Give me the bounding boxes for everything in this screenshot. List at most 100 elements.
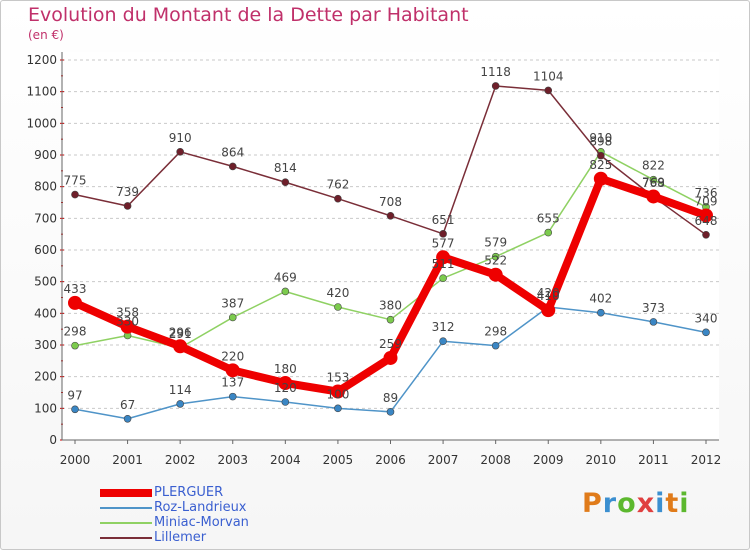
- data-point-roz-landrieux: [281, 398, 290, 406]
- data-point-lillemer: [176, 148, 184, 156]
- data-point-plerguer: [699, 208, 713, 223]
- legend-swatch: [100, 507, 152, 509]
- legend-label: Roz-Landrieux: [154, 500, 247, 515]
- data-label-miniac-morvan: 387: [221, 296, 244, 310]
- data-label-roz-landrieux: 67: [120, 398, 135, 412]
- data-label-lillemer: 708: [379, 195, 402, 209]
- data-label-lillemer: 910: [169, 131, 192, 145]
- data-point-roz-landrieux: [491, 341, 500, 350]
- data-point-lillemer: [334, 194, 342, 203]
- plot-area: [62, 52, 719, 440]
- data-label-lillemer: 775: [64, 174, 87, 188]
- data-point-roz-landrieux: [702, 328, 710, 337]
- legend-swatch: [100, 489, 152, 497]
- legend-swatch: [100, 522, 152, 524]
- y-tick-label: 800: [34, 180, 57, 194]
- logo-letter: P: [582, 488, 603, 519]
- data-point-lillemer: [281, 178, 290, 187]
- data-label-roz-landrieux: 137: [221, 376, 244, 390]
- data-point-lillemer: [71, 190, 79, 199]
- data-point-miniac-morvan: [544, 228, 553, 237]
- data-label-lillemer: 1118: [480, 65, 511, 79]
- logo-letter: t: [665, 488, 680, 519]
- y-tick-label: 200: [34, 370, 57, 384]
- data-label-roz-landrieux: 340: [695, 311, 718, 325]
- x-tick-label: 2003: [217, 453, 248, 467]
- x-tick-label: 2000: [60, 453, 91, 467]
- y-tick-label: 900: [34, 148, 57, 162]
- data-label-roz-landrieux: 100: [326, 387, 349, 401]
- data-label-miniac-morvan: 910: [589, 131, 612, 145]
- y-tick-label: 1100: [26, 85, 57, 99]
- y-tick-label: 500: [34, 275, 57, 289]
- legend-label: Lillemer: [154, 530, 207, 545]
- y-tick-label: 100: [34, 401, 57, 415]
- data-point-miniac-morvan: [228, 313, 237, 322]
- data-label-miniac-morvan: 420: [326, 286, 349, 300]
- x-tick-label: 2012: [691, 453, 722, 467]
- data-label-plerguer: 259: [379, 337, 402, 351]
- y-tick-label: 0: [49, 433, 57, 447]
- data-label-plerguer: 577: [432, 236, 455, 250]
- data-label-lillemer: 814: [274, 161, 297, 175]
- data-label-miniac-morvan: 291: [169, 327, 192, 341]
- data-point-miniac-morvan: [71, 341, 79, 350]
- data-label-roz-landrieux: 114: [169, 383, 192, 397]
- x-tick-label: 2008: [480, 453, 511, 467]
- data-point-miniac-morvan: [334, 303, 342, 311]
- data-point-lillemer: [228, 162, 237, 171]
- data-point-lillemer: [491, 82, 500, 90]
- data-point-miniac-morvan: [649, 175, 658, 184]
- x-tick-label: 2004: [270, 453, 301, 467]
- data-point-lillemer: [386, 212, 395, 220]
- logo-letter: r: [602, 488, 618, 519]
- data-label-plerguer: 410: [537, 289, 560, 303]
- legend-swatch: [100, 537, 152, 539]
- data-label-roz-landrieux: 312: [432, 320, 455, 334]
- legend-label: Miniac-Morvan: [154, 515, 249, 530]
- data-point-lillemer: [439, 230, 447, 238]
- y-tick-label: 1200: [26, 53, 57, 67]
- data-point-roz-landrieux: [228, 392, 237, 401]
- data-label-plerguer: 709: [695, 194, 718, 208]
- data-point-lillemer: [597, 151, 605, 160]
- x-tick-label: 2009: [533, 453, 564, 467]
- x-tick-label: 2006: [375, 453, 406, 467]
- data-point-plerguer: [330, 384, 345, 399]
- data-point-roz-landrieux: [334, 404, 342, 413]
- y-tick-label: 700: [34, 211, 57, 225]
- x-tick-label: 2010: [586, 453, 617, 467]
- data-label-miniac-morvan: 736: [695, 186, 718, 200]
- chart-title: Evolution du Montant de la Dette par Hab…: [28, 4, 469, 26]
- data-label-miniac-morvan: 330: [116, 315, 139, 329]
- x-tick-label: 2011: [638, 453, 669, 467]
- y-tick-label: 300: [34, 338, 57, 352]
- data-label-plerguer: 220: [221, 349, 244, 363]
- y-tick-label: 600: [34, 243, 57, 257]
- data-label-roz-landrieux: 373: [642, 301, 665, 315]
- data-label-roz-landrieux: 420: [537, 286, 560, 300]
- data-label-lillemer: 864: [221, 145, 244, 159]
- data-point-plerguer: [541, 303, 556, 318]
- data-label-miniac-morvan: 511: [432, 257, 455, 271]
- data-label-miniac-morvan: 822: [642, 159, 665, 173]
- data-point-plerguer: [383, 350, 398, 365]
- x-tick-label: 2007: [428, 453, 459, 467]
- data-label-miniac-morvan: 655: [537, 212, 560, 226]
- y-tick-label: 1000: [26, 116, 57, 130]
- logo-letter: i: [679, 488, 690, 519]
- data-label-plerguer: 825: [589, 158, 612, 172]
- data-label-lillemer: 898: [589, 135, 612, 149]
- data-label-miniac-morvan: 579: [484, 236, 507, 250]
- data-point-roz-landrieux: [597, 308, 605, 317]
- data-point-plerguer: [646, 189, 661, 204]
- data-point-plerguer: [225, 363, 240, 378]
- data-label-lillemer: 648: [695, 214, 718, 228]
- data-label-roz-landrieux: 120: [274, 381, 297, 395]
- data-point-plerguer: [173, 339, 188, 354]
- y-tick-label: 400: [34, 306, 57, 320]
- data-point-miniac-morvan: [491, 252, 500, 261]
- data-point-plerguer: [120, 319, 135, 334]
- data-point-roz-landrieux: [439, 337, 447, 346]
